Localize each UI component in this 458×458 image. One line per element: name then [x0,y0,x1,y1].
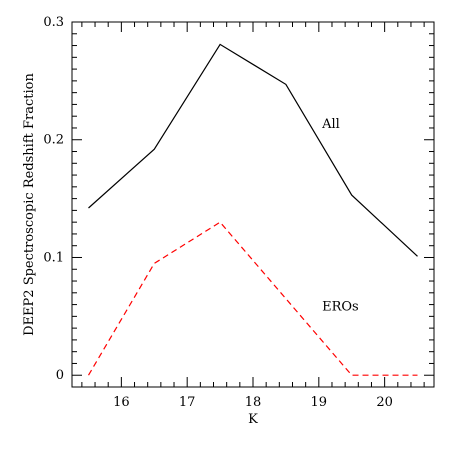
y-tick-label: 0.3 [43,15,64,30]
x-tick-label: 18 [245,395,262,410]
x-axis-ticks: 16 17 18 19 20 [81,22,425,410]
y-tick-label: 0.2 [43,133,64,148]
series-line-all [88,43,418,257]
annotation-eros: EROs [322,299,359,314]
x-axis-label: K [248,412,258,427]
x-tick-label: 20 [376,395,393,410]
x-tick-label: 16 [113,395,130,410]
y-axis-label: DEEP2 Spectroscopic Redshift Fraction [22,73,37,336]
y-axis-ticks: 0 0.1 0.2 0.3 [43,15,434,383]
plot-frame [71,21,435,388]
y-tick-label: 0.1 [43,250,64,265]
series-layer [87,43,418,376]
x-tick-label: 17 [179,395,196,410]
x-tick-label: 19 [311,395,328,410]
y-tick-label: 0 [56,368,64,383]
annotations: All EROs [321,117,359,315]
series-line-eros [87,221,418,376]
annotation-all: All [321,117,340,132]
